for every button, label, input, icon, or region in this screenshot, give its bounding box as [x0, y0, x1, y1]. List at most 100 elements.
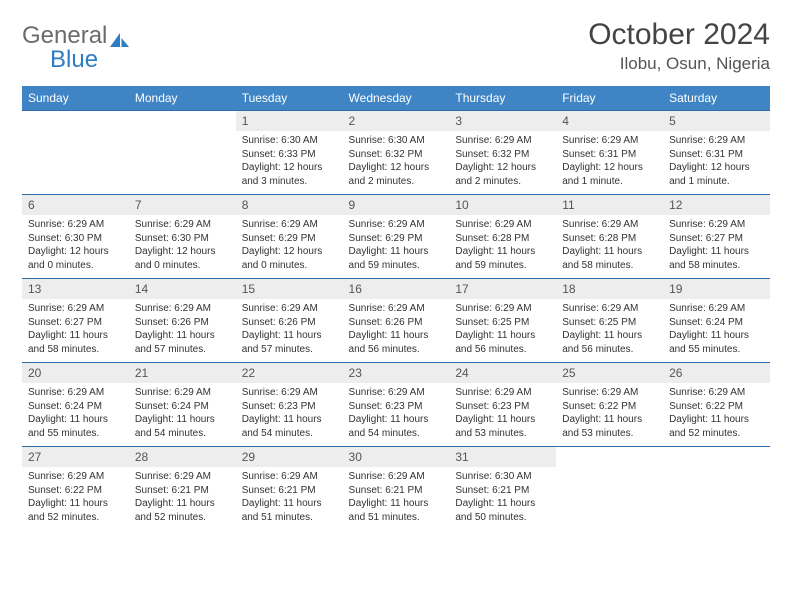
sunset-text: Sunset: 6:32 PM	[455, 148, 550, 162]
brand-logo: GeneralBlue	[22, 18, 131, 72]
calendar-week-row: 13Sunrise: 6:29 AMSunset: 6:27 PMDayligh…	[22, 278, 770, 362]
brand-word2: Blue	[22, 48, 131, 72]
sunrise-text: Sunrise: 6:29 AM	[28, 218, 123, 232]
day-header: Saturday	[663, 86, 770, 110]
location-text: Ilobu, Osun, Nigeria	[588, 54, 770, 74]
day-header: Wednesday	[343, 86, 450, 110]
calendar-cell: 4Sunrise: 6:29 AMSunset: 6:31 PMDaylight…	[556, 110, 663, 194]
daylight-text: Daylight: 11 hours and 54 minutes.	[349, 413, 444, 440]
calendar-week-row: 6Sunrise: 6:29 AMSunset: 6:30 PMDaylight…	[22, 194, 770, 278]
day-details: Sunrise: 6:29 AMSunset: 6:25 PMDaylight:…	[556, 299, 663, 362]
daylight-text: Daylight: 11 hours and 53 minutes.	[455, 413, 550, 440]
calendar-week-row: 27Sunrise: 6:29 AMSunset: 6:22 PMDayligh…	[22, 446, 770, 530]
daylight-text: Daylight: 11 hours and 55 minutes.	[28, 413, 123, 440]
sunset-text: Sunset: 6:25 PM	[562, 316, 657, 330]
daylight-text: Daylight: 12 hours and 0 minutes.	[28, 245, 123, 272]
calendar-cell: 19Sunrise: 6:29 AMSunset: 6:24 PMDayligh…	[663, 278, 770, 362]
sunset-text: Sunset: 6:25 PM	[455, 316, 550, 330]
sunrise-text: Sunrise: 6:29 AM	[135, 386, 230, 400]
sunset-text: Sunset: 6:21 PM	[349, 484, 444, 498]
day-details: Sunrise: 6:29 AMSunset: 6:25 PMDaylight:…	[449, 299, 556, 362]
sunrise-text: Sunrise: 6:29 AM	[135, 302, 230, 316]
calendar-cell	[663, 446, 770, 530]
day-number: 9	[343, 194, 450, 215]
daylight-text: Daylight: 11 hours and 57 minutes.	[242, 329, 337, 356]
day-number: 20	[22, 362, 129, 383]
day-details: Sunrise: 6:29 AMSunset: 6:24 PMDaylight:…	[22, 383, 129, 446]
sunrise-text: Sunrise: 6:29 AM	[669, 218, 764, 232]
day-details: Sunrise: 6:29 AMSunset: 6:23 PMDaylight:…	[343, 383, 450, 446]
calendar-head: SundayMondayTuesdayWednesdayThursdayFrid…	[22, 86, 770, 110]
day-details: Sunrise: 6:29 AMSunset: 6:21 PMDaylight:…	[343, 467, 450, 530]
day-number: 30	[343, 446, 450, 467]
empty-day	[663, 446, 770, 467]
day-header: Sunday	[22, 86, 129, 110]
sunset-text: Sunset: 6:23 PM	[455, 400, 550, 414]
sunset-text: Sunset: 6:28 PM	[455, 232, 550, 246]
day-number: 16	[343, 278, 450, 299]
sunset-text: Sunset: 6:26 PM	[135, 316, 230, 330]
day-details: Sunrise: 6:29 AMSunset: 6:21 PMDaylight:…	[236, 467, 343, 530]
day-details: Sunrise: 6:29 AMSunset: 6:22 PMDaylight:…	[663, 383, 770, 446]
calendar-cell: 28Sunrise: 6:29 AMSunset: 6:21 PMDayligh…	[129, 446, 236, 530]
daylight-text: Daylight: 12 hours and 0 minutes.	[135, 245, 230, 272]
day-header: Friday	[556, 86, 663, 110]
day-number: 24	[449, 362, 556, 383]
day-details: Sunrise: 6:29 AMSunset: 6:26 PMDaylight:…	[129, 299, 236, 362]
sunrise-text: Sunrise: 6:29 AM	[349, 302, 444, 316]
sunset-text: Sunset: 6:24 PM	[28, 400, 123, 414]
day-number: 12	[663, 194, 770, 215]
calendar-cell: 9Sunrise: 6:29 AMSunset: 6:29 PMDaylight…	[343, 194, 450, 278]
sunset-text: Sunset: 6:29 PM	[242, 232, 337, 246]
sunrise-text: Sunrise: 6:29 AM	[242, 218, 337, 232]
sunrise-text: Sunrise: 6:29 AM	[669, 386, 764, 400]
day-details: Sunrise: 6:29 AMSunset: 6:30 PMDaylight:…	[22, 215, 129, 278]
calendar-cell: 15Sunrise: 6:29 AMSunset: 6:26 PMDayligh…	[236, 278, 343, 362]
sunrise-text: Sunrise: 6:30 AM	[455, 470, 550, 484]
daylight-text: Daylight: 11 hours and 51 minutes.	[242, 497, 337, 524]
sunset-text: Sunset: 6:32 PM	[349, 148, 444, 162]
daylight-text: Daylight: 11 hours and 59 minutes.	[455, 245, 550, 272]
calendar-cell: 23Sunrise: 6:29 AMSunset: 6:23 PMDayligh…	[343, 362, 450, 446]
calendar-cell: 31Sunrise: 6:30 AMSunset: 6:21 PMDayligh…	[449, 446, 556, 530]
header: GeneralBlue October 2024 Ilobu, Osun, Ni…	[22, 18, 770, 74]
calendar-cell: 12Sunrise: 6:29 AMSunset: 6:27 PMDayligh…	[663, 194, 770, 278]
day-number: 10	[449, 194, 556, 215]
sunset-text: Sunset: 6:22 PM	[669, 400, 764, 414]
day-details: Sunrise: 6:30 AMSunset: 6:33 PMDaylight:…	[236, 131, 343, 194]
calendar-cell: 20Sunrise: 6:29 AMSunset: 6:24 PMDayligh…	[22, 362, 129, 446]
daylight-text: Daylight: 11 hours and 56 minutes.	[455, 329, 550, 356]
calendar-cell: 16Sunrise: 6:29 AMSunset: 6:26 PMDayligh…	[343, 278, 450, 362]
day-details: Sunrise: 6:29 AMSunset: 6:22 PMDaylight:…	[22, 467, 129, 530]
calendar-cell: 18Sunrise: 6:29 AMSunset: 6:25 PMDayligh…	[556, 278, 663, 362]
sunrise-text: Sunrise: 6:29 AM	[455, 134, 550, 148]
day-details: Sunrise: 6:29 AMSunset: 6:26 PMDaylight:…	[343, 299, 450, 362]
sunset-text: Sunset: 6:28 PM	[562, 232, 657, 246]
calendar-cell: 17Sunrise: 6:29 AMSunset: 6:25 PMDayligh…	[449, 278, 556, 362]
sunrise-text: Sunrise: 6:29 AM	[349, 470, 444, 484]
day-number: 13	[22, 278, 129, 299]
sunrise-text: Sunrise: 6:29 AM	[455, 218, 550, 232]
empty-day	[22, 110, 129, 131]
day-details: Sunrise: 6:29 AMSunset: 6:22 PMDaylight:…	[556, 383, 663, 446]
day-header-row: SundayMondayTuesdayWednesdayThursdayFrid…	[22, 86, 770, 110]
sunset-text: Sunset: 6:22 PM	[28, 484, 123, 498]
daylight-text: Daylight: 11 hours and 58 minutes.	[28, 329, 123, 356]
day-number: 21	[129, 362, 236, 383]
calendar-week-row: 1Sunrise: 6:30 AMSunset: 6:33 PMDaylight…	[22, 110, 770, 194]
day-header: Thursday	[449, 86, 556, 110]
sunset-text: Sunset: 6:23 PM	[349, 400, 444, 414]
calendar-cell: 21Sunrise: 6:29 AMSunset: 6:24 PMDayligh…	[129, 362, 236, 446]
sunrise-text: Sunrise: 6:29 AM	[455, 302, 550, 316]
calendar-cell	[129, 110, 236, 194]
sunrise-text: Sunrise: 6:29 AM	[349, 218, 444, 232]
daylight-text: Daylight: 11 hours and 58 minutes.	[562, 245, 657, 272]
empty-day	[556, 446, 663, 467]
calendar-cell: 11Sunrise: 6:29 AMSunset: 6:28 PMDayligh…	[556, 194, 663, 278]
daylight-text: Daylight: 11 hours and 53 minutes.	[562, 413, 657, 440]
day-details: Sunrise: 6:29 AMSunset: 6:27 PMDaylight:…	[22, 299, 129, 362]
calendar-cell: 1Sunrise: 6:30 AMSunset: 6:33 PMDaylight…	[236, 110, 343, 194]
day-number: 14	[129, 278, 236, 299]
sunrise-text: Sunrise: 6:29 AM	[242, 302, 337, 316]
daylight-text: Daylight: 11 hours and 51 minutes.	[349, 497, 444, 524]
